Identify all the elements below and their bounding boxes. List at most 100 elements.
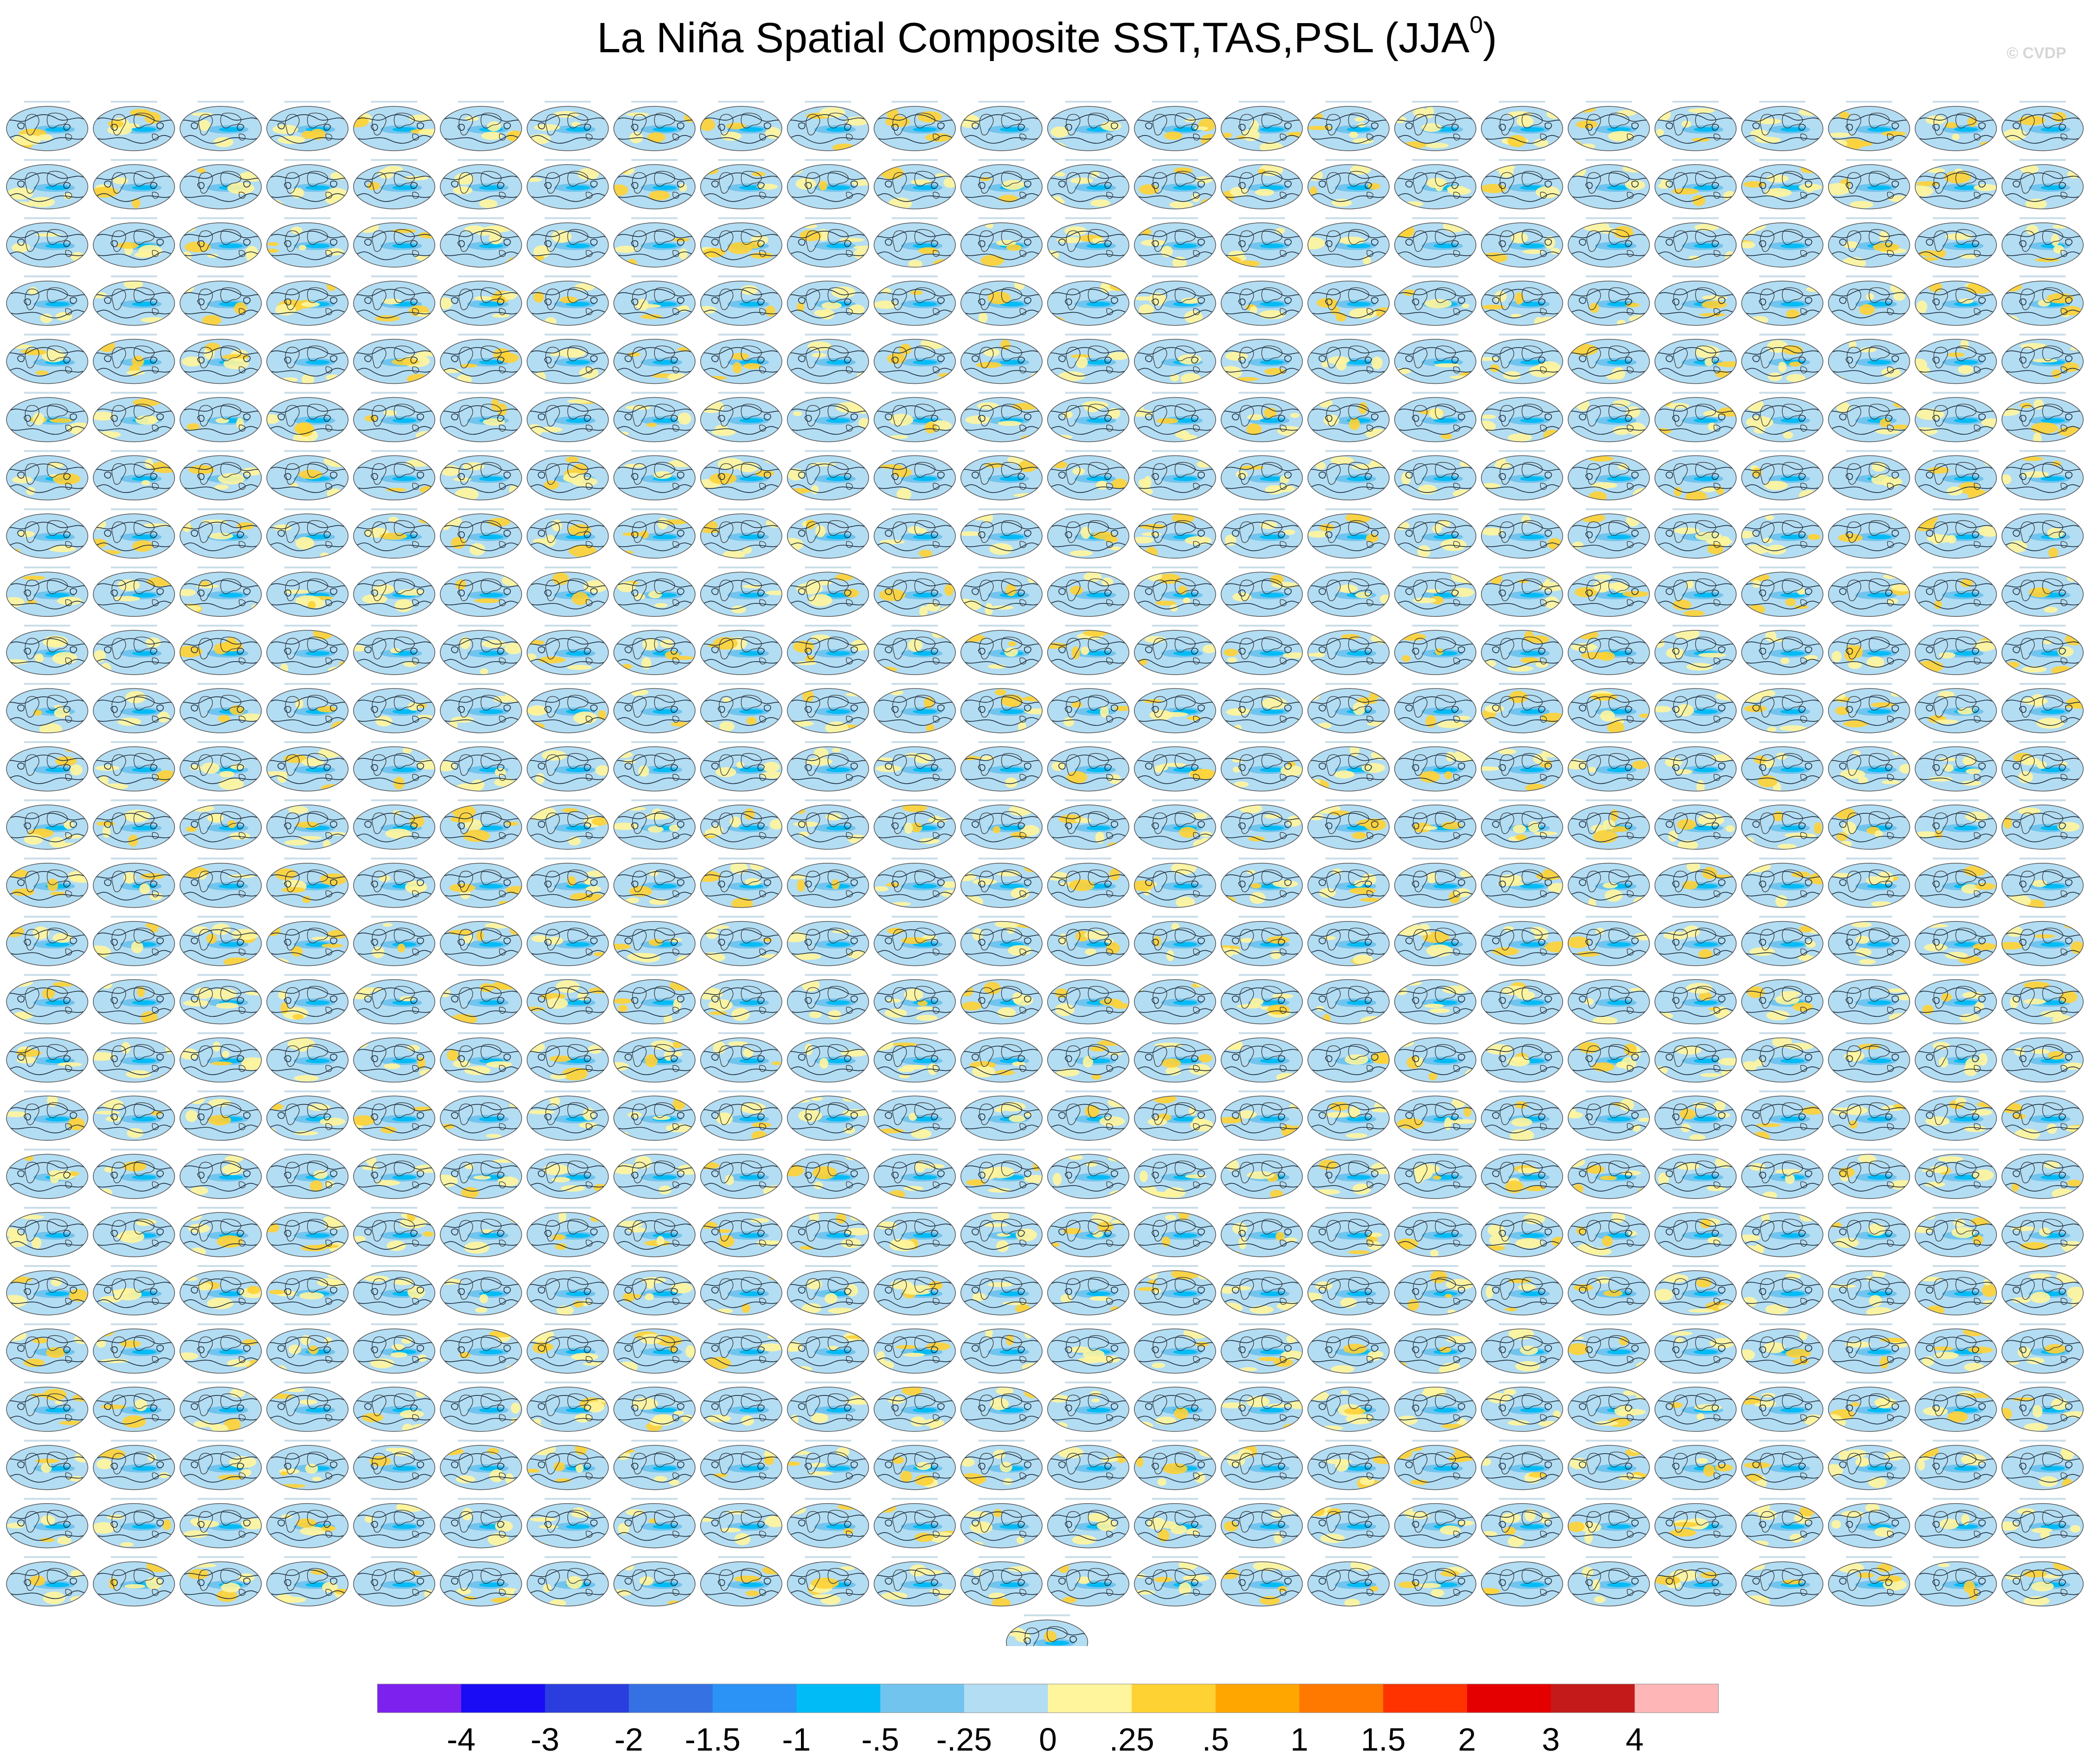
map-panel-379 — [1654, 974, 1737, 1025]
map-panel-454 — [1915, 1149, 1997, 1199]
map-panel-171 — [266, 508, 349, 559]
panel-caption — [458, 275, 504, 277]
panel-caption — [1065, 741, 1112, 743]
map-panel-562 — [874, 1439, 956, 1490]
panel-caption — [1672, 333, 1719, 336]
map-panel-373 — [1134, 974, 1216, 1025]
map-panel-200 — [700, 566, 782, 617]
panel-caption — [284, 625, 331, 627]
map-panel-263 — [2002, 683, 2084, 733]
map-panel-351 — [1307, 916, 1390, 966]
panel-caption — [458, 1556, 504, 1558]
panel-caption — [1499, 450, 1546, 452]
panel-caption — [1585, 1207, 1632, 1209]
map-panel-550 — [1915, 1381, 1997, 1432]
panel-caption — [111, 1032, 157, 1034]
panel-caption — [2019, 275, 2066, 277]
panel-caption — [1412, 1090, 1459, 1093]
map-panel-116 — [1741, 333, 1823, 384]
map-panel-441 — [787, 1149, 869, 1199]
map-panel-371 — [960, 974, 1043, 1025]
panel-caption — [1585, 450, 1632, 452]
map-panel-560 — [700, 1439, 782, 1490]
panel-caption — [1933, 741, 1979, 743]
panel-caption — [1933, 1439, 1979, 1442]
panel-caption — [805, 1032, 851, 1034]
panel-caption — [1238, 857, 1285, 860]
panel-caption — [544, 101, 591, 103]
panel-caption — [978, 625, 1025, 627]
map-panel-488 — [700, 1265, 782, 1315]
map-panel-366 — [526, 974, 609, 1025]
map-panel-475 — [1654, 1207, 1737, 1257]
panel-caption — [24, 741, 70, 743]
map-panel-372 — [1047, 974, 1129, 1025]
panel-caption — [1933, 1323, 1979, 1325]
panel-caption — [24, 683, 70, 685]
panel-caption — [371, 101, 418, 103]
map-panel-147 — [266, 450, 349, 501]
panel-caption — [1152, 683, 1198, 685]
panel-caption — [1846, 101, 1892, 103]
map-panel-452 — [1741, 1149, 1823, 1199]
panel-caption — [111, 508, 157, 510]
map-panel-71 — [2002, 217, 2084, 268]
panel-caption — [1152, 1323, 1198, 1325]
map-panel-457 — [92, 1207, 175, 1257]
panel-caption — [1759, 1381, 1805, 1383]
map-panel-582 — [526, 1498, 609, 1549]
panel-caption — [892, 217, 938, 219]
map-panel-343 — [613, 916, 696, 966]
map-panel-481 — [92, 1265, 175, 1315]
panel-caption — [1152, 1032, 1198, 1034]
panel-caption — [1933, 508, 1979, 510]
colorbar-swatch — [545, 1684, 629, 1713]
map-panel-169 — [92, 508, 175, 559]
map-panel-464 — [700, 1207, 782, 1257]
map-panel-339 — [266, 916, 349, 966]
panel-caption — [1933, 625, 1979, 627]
map-panel-353 — [1481, 916, 1563, 966]
panel-caption — [24, 799, 70, 801]
panel-caption — [284, 159, 331, 161]
map-panel-490 — [874, 1265, 956, 1315]
panel-caption — [805, 916, 851, 918]
map-panel-530 — [179, 1381, 262, 1432]
map-panel-408 — [6, 1090, 88, 1141]
map-panel-23 — [2002, 101, 2084, 151]
panel-caption — [978, 1381, 1025, 1383]
panel-caption — [1846, 683, 1892, 685]
panel-caption — [892, 450, 938, 452]
panel-caption — [1933, 275, 1979, 277]
map-panel-555 — [266, 1439, 349, 1490]
map-panel-426 — [1568, 1090, 1650, 1141]
colorbar-swatch — [1383, 1684, 1467, 1713]
map-panel-500 — [1741, 1265, 1823, 1315]
panel-caption — [1933, 916, 1979, 918]
panel-caption — [1412, 392, 1459, 394]
map-panel-493 — [1134, 1265, 1216, 1315]
map-panel-220 — [353, 625, 436, 675]
map-panel-586 — [874, 1498, 956, 1549]
map-panel-8 — [700, 101, 782, 151]
map-panel-526 — [1915, 1323, 1997, 1374]
map-panel-499 — [1654, 1265, 1737, 1315]
panel-caption — [2019, 1207, 2066, 1209]
map-panel-201 — [787, 566, 869, 617]
panel-caption — [631, 1265, 678, 1267]
map-panel-184 — [1394, 508, 1477, 559]
map-panel-158 — [1220, 450, 1303, 501]
map-panel-203 — [960, 566, 1043, 617]
panel-caption — [197, 1556, 244, 1558]
map-panel-255 — [1307, 683, 1390, 733]
map-panel-85 — [1134, 275, 1216, 326]
map-panel-267 — [266, 741, 349, 792]
colorbar-tick-label: .5 — [1202, 1721, 1229, 1758]
panel-caption — [2019, 450, 2066, 452]
panel-caption — [458, 974, 504, 976]
map-panel-569 — [1481, 1439, 1563, 1490]
panel-caption — [1325, 101, 1372, 103]
panel-caption — [1499, 101, 1546, 103]
panel-caption — [1238, 1381, 1285, 1383]
map-panel-161 — [1481, 450, 1563, 501]
